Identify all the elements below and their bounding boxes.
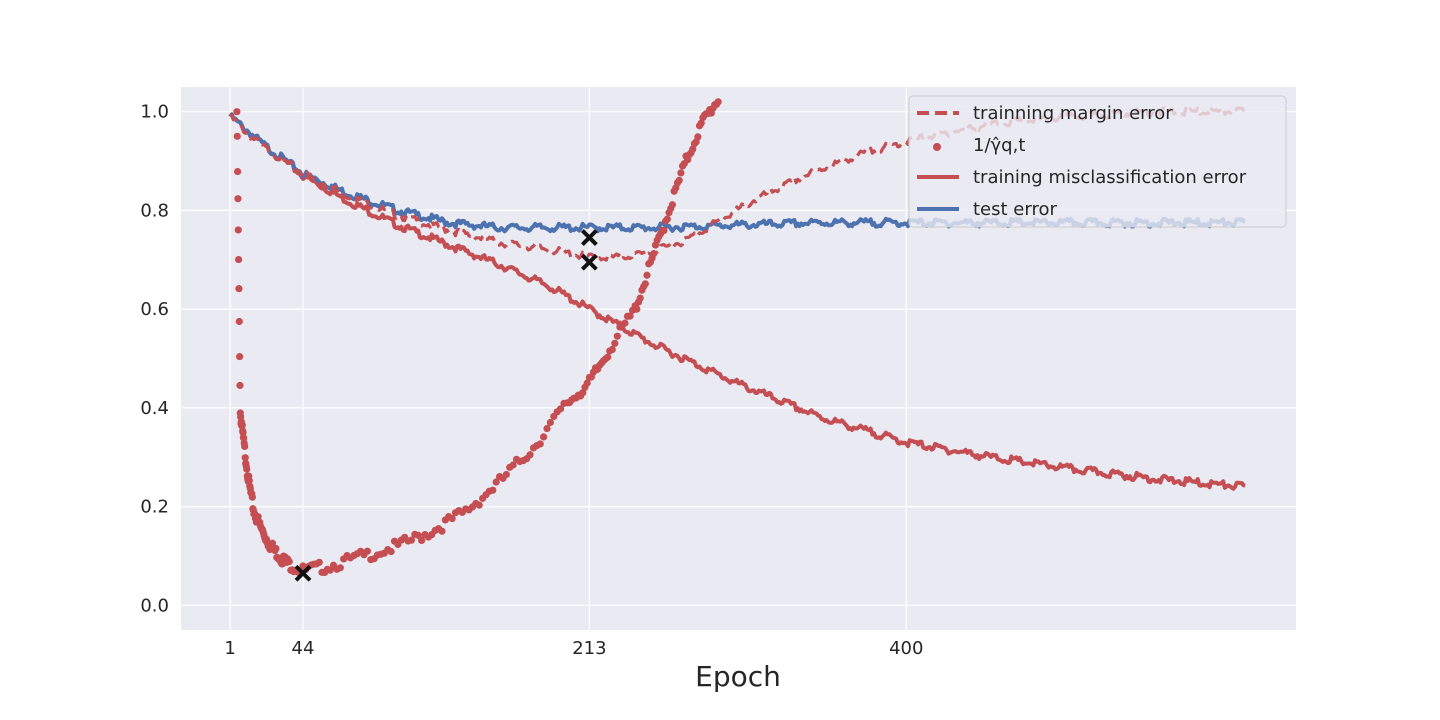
data-point xyxy=(235,285,243,293)
data-point xyxy=(583,379,591,387)
data-point xyxy=(641,280,649,288)
x-axis-label: Epoch xyxy=(695,660,781,693)
x-tick-label: 213 xyxy=(572,638,606,659)
data-point xyxy=(675,176,683,184)
x-tick-label: 44 xyxy=(292,638,315,659)
data-point xyxy=(407,536,416,544)
minimum-marker xyxy=(580,253,598,271)
marker-layer xyxy=(294,229,598,582)
data-point xyxy=(668,201,677,209)
data-point xyxy=(694,133,702,141)
data-point xyxy=(489,486,497,494)
data-point xyxy=(234,195,242,203)
legend-entry: test error xyxy=(917,199,1057,220)
axes-layer: 0.0 0.2 0.4 0.6 0.8 1.0 1 44 213 400 xyxy=(140,102,923,659)
legend-entry: 1/γ̂q,t xyxy=(933,135,1025,156)
y-tick-label: 0.6 xyxy=(140,299,169,320)
data-point xyxy=(509,461,517,469)
data-point xyxy=(268,539,277,547)
data-point xyxy=(556,405,565,413)
data-point xyxy=(540,433,548,441)
data-point xyxy=(613,332,621,340)
legend-box xyxy=(908,95,1287,228)
data-point xyxy=(604,353,612,361)
data-point xyxy=(611,339,619,347)
data-point xyxy=(233,167,242,176)
data-point xyxy=(241,454,249,462)
legend: trainning margin error 1/γ̂q,t training mi… xyxy=(908,95,1287,228)
legend-entry: training misclassification error xyxy=(917,167,1247,188)
data-point xyxy=(492,478,500,486)
data-point xyxy=(626,312,634,320)
y-tick-label: 0.4 xyxy=(140,398,169,419)
data-point xyxy=(236,381,244,390)
data-point xyxy=(475,501,483,509)
data-point xyxy=(643,271,651,279)
data-point xyxy=(336,564,344,572)
legend-label: training misclassification error xyxy=(973,167,1247,188)
data-point xyxy=(243,465,251,473)
data-point xyxy=(233,108,241,116)
legend-entry: trainning margin error xyxy=(917,103,1173,124)
data-point xyxy=(285,557,293,566)
legend-label: test error xyxy=(973,199,1057,220)
data-point xyxy=(608,345,616,354)
misclassification-error-line xyxy=(228,112,1246,491)
legend-label: trainning margin error xyxy=(973,103,1173,124)
data-point xyxy=(677,169,685,177)
data-point xyxy=(234,226,242,234)
data-point xyxy=(363,547,371,555)
data-point xyxy=(697,119,705,127)
data-point xyxy=(663,215,671,223)
y-tick-label: 1.0 xyxy=(140,102,169,123)
data-point xyxy=(689,145,697,153)
y-tick-label: 0.0 xyxy=(140,595,169,616)
data-point xyxy=(387,548,395,556)
y-tick-label: 0.8 xyxy=(140,200,169,221)
data-point xyxy=(418,536,426,544)
inverse-margin-dots xyxy=(233,98,722,577)
data-point xyxy=(233,132,241,140)
data-point xyxy=(235,317,243,326)
data-point xyxy=(238,421,246,429)
data-point xyxy=(245,476,253,485)
data-point xyxy=(650,249,658,258)
x-tick-label: 400 xyxy=(889,638,923,659)
data-point xyxy=(236,352,244,361)
data-point xyxy=(579,389,587,397)
data-point xyxy=(248,493,256,501)
data-point xyxy=(235,255,243,264)
minimum-marker xyxy=(580,229,598,246)
data-point xyxy=(660,226,668,235)
data-point xyxy=(241,442,249,451)
minimum-marker xyxy=(294,564,312,582)
legend-swatch xyxy=(933,143,941,151)
data-point xyxy=(315,558,323,566)
data-point xyxy=(636,294,644,302)
data-point xyxy=(536,440,544,448)
data-point xyxy=(633,305,641,313)
data-point xyxy=(448,514,456,523)
data-point xyxy=(621,319,629,327)
data-point xyxy=(438,527,446,535)
y-tick-label: 0.2 xyxy=(140,497,169,518)
legend-label: 1/γ̂q,t xyxy=(973,135,1025,156)
data-point xyxy=(546,418,555,427)
data-point xyxy=(543,424,551,433)
series-layer xyxy=(228,98,1246,577)
data-point xyxy=(714,98,722,106)
x-tick-label: 1 xyxy=(224,638,235,659)
data-point xyxy=(526,451,534,459)
data-point xyxy=(272,544,280,553)
data-point xyxy=(502,470,510,479)
